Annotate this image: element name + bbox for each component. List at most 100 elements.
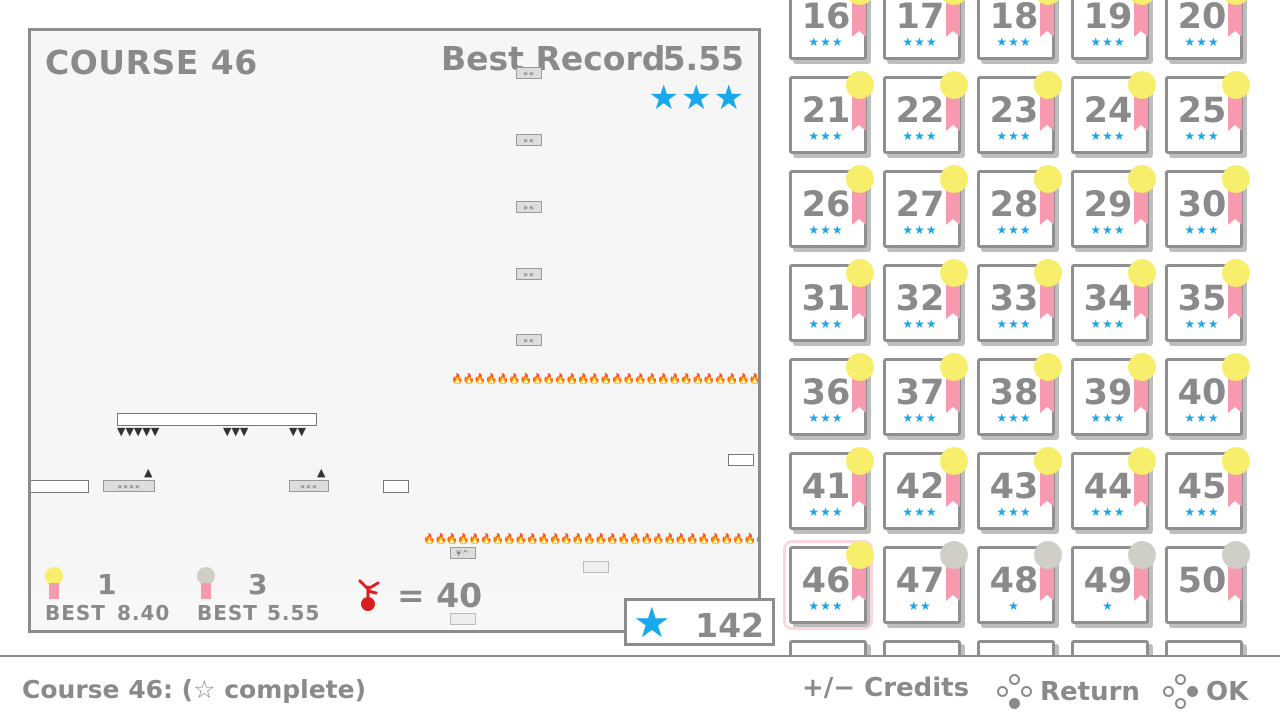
level-tile[interactable]: 42 ★★★: [883, 447, 968, 530]
star-icon: ★: [713, 78, 744, 118]
level-stars: ★★★: [808, 35, 844, 49]
map-block: [583, 561, 609, 573]
level-tile[interactable]: 30 ★★★: [1165, 165, 1250, 248]
level-tile[interactable]: [1165, 640, 1243, 655]
ribbon-icon: [852, 0, 866, 37]
level-tile[interactable]: 31 ★★★: [789, 259, 874, 342]
map-block: »«: [516, 268, 542, 280]
level-stars: ★★★: [808, 317, 844, 331]
level-tile[interactable]: 32 ★★★: [883, 259, 968, 342]
level-tile[interactable]: 36 ★★★: [789, 353, 874, 436]
gold-medal-icon: [1034, 259, 1062, 287]
level-tile[interactable]: 20 ★★★: [1165, 0, 1250, 60]
ribbon-icon: [946, 561, 960, 601]
spike: ▲: [144, 466, 153, 479]
level-tile[interactable]: 34 ★★★: [1071, 259, 1156, 342]
level-tile[interactable]: 26 ★★★: [789, 165, 874, 248]
map-block: ¥^: [450, 547, 476, 559]
map-block: »«: [516, 134, 542, 146]
ribbon-icon: [1134, 91, 1148, 131]
level-tile[interactable]: 35 ★★★: [1165, 259, 1250, 342]
level-tile[interactable]: 27 ★★★: [883, 165, 968, 248]
ok-hint[interactable]: OK: [1162, 673, 1248, 711]
level-tile[interactable]: 38 ★★★: [977, 353, 1062, 436]
ribbon-icon: [852, 185, 866, 225]
level-tile[interactable]: 22 ★★★: [883, 71, 968, 154]
level-number: 33: [989, 279, 1039, 319]
level-stars: ★★★: [902, 505, 938, 519]
ribbon-icon: [946, 279, 960, 319]
spikes: ▼▼: [289, 425, 306, 438]
ribbon-icon: [1228, 467, 1242, 507]
level-tile[interactable]: 24 ★★★: [1071, 71, 1156, 154]
level-tile[interactable]: 29 ★★★: [1071, 165, 1156, 248]
level-number: 39: [1083, 373, 1133, 413]
level-tile[interactable]: 45 ★★★: [1165, 447, 1250, 530]
level-tile[interactable]: 18 ★★★: [977, 0, 1062, 60]
level-number: 50: [1177, 561, 1227, 601]
level-tile[interactable]: 23 ★★★: [977, 71, 1062, 154]
level-stars: ★★★: [996, 223, 1032, 237]
level-number: 24: [1083, 91, 1133, 131]
credits-hint[interactable]: +/− Credits: [802, 673, 969, 703]
ribbon-icon: [946, 373, 960, 413]
level-number: 17: [895, 0, 945, 37]
level-tile[interactable]: 47 ★★: [883, 541, 968, 624]
ribbon-icon: [1134, 185, 1148, 225]
level-tile[interactable]: 50: [1165, 541, 1250, 624]
level-stars: ★★★: [996, 505, 1032, 519]
silver-medal-icon: [1222, 541, 1250, 569]
ribbon-icon: [1040, 279, 1054, 319]
level-tile[interactable]: [1071, 640, 1149, 655]
gold-count: 1: [97, 568, 117, 601]
gold-medal-icon: [846, 165, 874, 193]
level-tile[interactable]: 19 ★★★: [1071, 0, 1156, 60]
level-tile[interactable]: 40 ★★★: [1165, 353, 1250, 436]
gold-medal-icon: [940, 353, 968, 381]
gold-medal-icon: [1128, 165, 1156, 193]
gold-medal-icon: [1128, 0, 1156, 5]
level-tile[interactable]: 37 ★★★: [883, 353, 968, 436]
level-tile[interactable]: 48 ★: [977, 541, 1062, 624]
level-tile[interactable]: 16 ★★★: [789, 0, 874, 60]
bottom-bar: Course 46: (☆ complete) +/− Credits Retu…: [0, 655, 1280, 722]
level-tile[interactable]: 44 ★★★: [1071, 447, 1156, 530]
small-platform: [728, 454, 754, 466]
level-number: 21: [801, 91, 851, 131]
ribbon-icon: [1040, 91, 1054, 131]
ribbon-icon: [1040, 467, 1054, 507]
level-number: 16: [801, 0, 851, 37]
level-number: 32: [895, 279, 945, 319]
level-tile[interactable]: 49 ★: [1071, 541, 1156, 624]
gold-medal-icon: [1034, 71, 1062, 99]
spike: ▲: [317, 466, 326, 479]
level-number: 31: [801, 279, 851, 319]
level-tile[interactable]: [883, 640, 961, 655]
level-tile[interactable]: 39 ★★★: [1071, 353, 1156, 436]
ribbon-icon: [1228, 373, 1242, 413]
level-tile[interactable]: 33 ★★★: [977, 259, 1062, 342]
level-tile[interactable]: 41 ★★★: [789, 447, 874, 530]
level-tile[interactable]: 28 ★★★: [977, 165, 1062, 248]
ribbon-icon: [1040, 0, 1054, 37]
level-tile[interactable]: 43 ★★★: [977, 447, 1062, 530]
silver-medal-icon: [940, 541, 968, 569]
return-hint[interactable]: Return: [996, 673, 1140, 711]
gold-medal-icon: [846, 353, 874, 381]
level-tile[interactable]: 21 ★★★: [789, 71, 874, 154]
gold-medal-icon: [1222, 259, 1250, 287]
level-tile[interactable]: [977, 640, 1055, 655]
level-stars: ★★★: [1090, 223, 1126, 237]
gold-medal-icon: [846, 541, 874, 569]
ribbon-icon: [946, 0, 960, 37]
ribbon-icon: [852, 467, 866, 507]
level-tile[interactable]: 17 ★★★: [883, 0, 968, 60]
gold-medal-icon: [846, 259, 874, 287]
level-tile[interactable]: 25 ★★★: [1165, 71, 1250, 154]
level-tile[interactable]: [789, 640, 867, 655]
conveyor-left: «««: [289, 480, 329, 492]
level-number: 40: [1177, 373, 1227, 413]
level-tile[interactable]: 46 ★★★: [783, 540, 874, 630]
level-stars: ★★★: [902, 223, 938, 237]
gold-medal-icon: [940, 0, 968, 5]
